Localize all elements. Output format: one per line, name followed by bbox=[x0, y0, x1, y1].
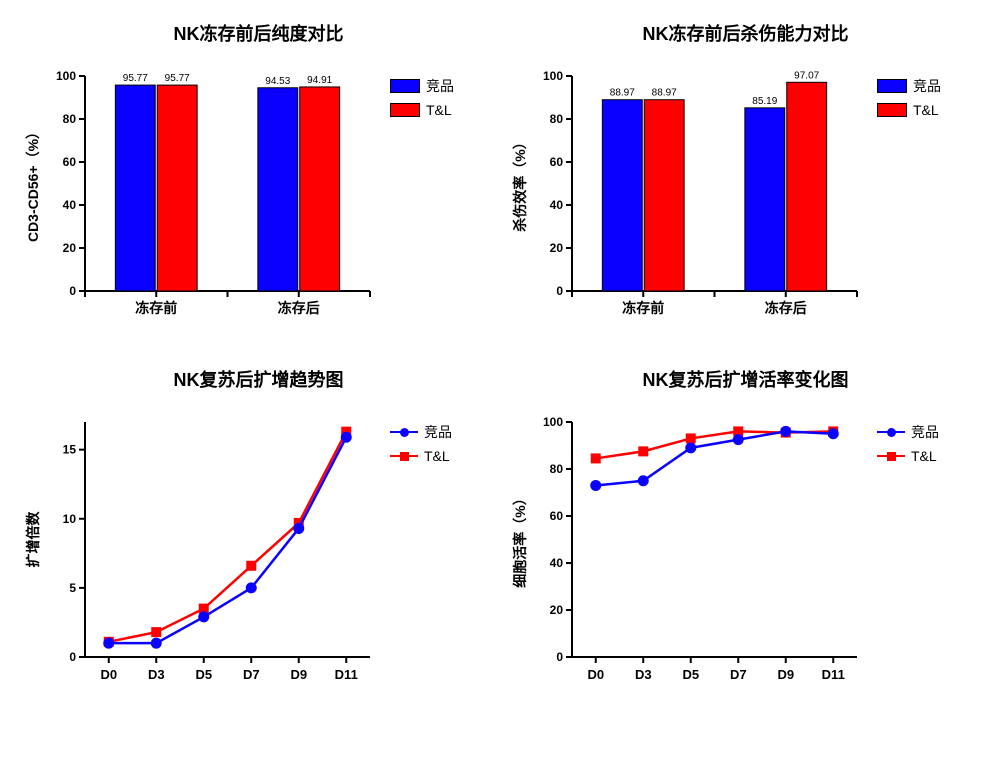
legend-label-s1: 竞品 bbox=[424, 422, 452, 442]
legend-label-s2: T&L bbox=[426, 102, 452, 118]
legend-marker-s2 bbox=[390, 449, 418, 463]
svg-text:20: 20 bbox=[550, 603, 564, 617]
chart4-legend: 竞品 T&L bbox=[877, 422, 939, 470]
svg-text:10: 10 bbox=[63, 512, 77, 526]
svg-text:80: 80 bbox=[550, 112, 564, 126]
svg-text:D5: D5 bbox=[682, 667, 699, 682]
svg-text:冻存后: 冻存后 bbox=[765, 300, 807, 316]
svg-text:5: 5 bbox=[69, 581, 76, 595]
svg-text:60: 60 bbox=[550, 509, 564, 523]
legend-label-s2: T&L bbox=[913, 102, 939, 118]
legend-item-s1: 竞品 bbox=[390, 422, 452, 442]
chart4-title: NK复苏后扩增活率变化图 bbox=[507, 366, 984, 392]
panel-chart4: NK复苏后扩增活率变化图 0 20 40 60 80 100 细胞活率（%） D0 D3 D5 D7… bbox=[507, 366, 984, 702]
chart2-svg: 0 20 40 60 80 100 杀伤效率（%） 88.97 88.97 冻存前 85.19 97.… bbox=[507, 56, 867, 336]
legend-label-s1: 竞品 bbox=[911, 422, 939, 442]
svg-text:冻存后: 冻存后 bbox=[278, 300, 320, 316]
legend-marker-s2 bbox=[877, 449, 905, 463]
svg-text:94.53: 94.53 bbox=[265, 76, 290, 87]
legend-item-s2: T&L bbox=[390, 102, 454, 118]
legend-item-s2: T&L bbox=[877, 448, 939, 464]
legend-label-s2: T&L bbox=[424, 448, 450, 464]
chart2-title: NK冻存前后杀伤能力对比 bbox=[507, 20, 984, 46]
svg-text:冻存前: 冻存前 bbox=[622, 300, 664, 316]
svg-text:冻存前: 冻存前 bbox=[135, 300, 177, 316]
legend-marker-s1 bbox=[877, 425, 905, 439]
legend-item-s1: 竞品 bbox=[877, 422, 939, 442]
chart1-legend: 竞品 T&L bbox=[390, 76, 454, 124]
svg-text:60: 60 bbox=[63, 155, 77, 169]
chart4-svg: 0 20 40 60 80 100 细胞活率（%） D0 D3 D5 D7 D9 D11 bbox=[507, 402, 867, 702]
panel-chart3: NK复苏后扩增趋势图 051015扩增倍数D0D3D5D7D9D11 竞品 T bbox=[20, 366, 497, 702]
svg-text:0: 0 bbox=[556, 650, 563, 664]
legend-swatch-s2 bbox=[390, 103, 420, 117]
legend-item-s2: T&L bbox=[877, 102, 941, 118]
svg-text:15: 15 bbox=[63, 443, 77, 457]
svg-text:88.97: 88.97 bbox=[610, 88, 635, 99]
svg-text:D9: D9 bbox=[777, 667, 794, 682]
svg-text:100: 100 bbox=[543, 69, 563, 83]
legend-label-s1: 竞品 bbox=[913, 76, 941, 96]
legend-swatch-s1 bbox=[877, 79, 907, 93]
chart2-legend: 竞品 T&L bbox=[877, 76, 941, 124]
legend-swatch-s1 bbox=[390, 79, 420, 93]
svg-text:D11: D11 bbox=[335, 667, 358, 682]
chart1-title: NK冻存前后纯度对比 bbox=[20, 20, 497, 46]
chart1-svg: 0 20 40 60 80 100 CD3-CD56+（%） 95.77 95.77 冻存前 94.… bbox=[20, 56, 380, 336]
svg-text:40: 40 bbox=[550, 556, 564, 570]
svg-text:95.77: 95.77 bbox=[123, 73, 148, 84]
svg-text:D5: D5 bbox=[195, 667, 212, 682]
svg-text:细胞活率（%）: 细胞活率（%） bbox=[512, 491, 528, 587]
svg-text:85.19: 85.19 bbox=[752, 96, 777, 107]
chart3-title: NK复苏后扩增趋势图 bbox=[20, 366, 497, 392]
svg-text:60: 60 bbox=[550, 155, 564, 169]
svg-text:100: 100 bbox=[543, 415, 563, 429]
svg-text:95.77: 95.77 bbox=[165, 73, 190, 84]
svg-text:97.07: 97.07 bbox=[794, 70, 819, 81]
svg-text:0: 0 bbox=[556, 284, 563, 298]
svg-text:扩增倍数: 扩增倍数 bbox=[25, 511, 41, 568]
legend-item-s1: 竞品 bbox=[877, 76, 941, 96]
svg-text:CD3-CD56+（%）: CD3-CD56+（%） bbox=[25, 125, 41, 242]
svg-text:40: 40 bbox=[63, 198, 77, 212]
svg-text:杀伤效率（%）: 杀伤效率（%） bbox=[512, 135, 528, 231]
legend-label-s2: T&L bbox=[911, 448, 937, 464]
legend-item-s1: 竞品 bbox=[390, 76, 454, 96]
svg-text:D3: D3 bbox=[635, 667, 652, 682]
svg-text:94.91: 94.91 bbox=[307, 75, 332, 86]
svg-text:D0: D0 bbox=[587, 667, 604, 682]
svg-text:80: 80 bbox=[550, 462, 564, 476]
svg-text:D9: D9 bbox=[290, 667, 307, 682]
svg-text:D7: D7 bbox=[730, 667, 747, 682]
svg-text:40: 40 bbox=[550, 198, 564, 212]
svg-text:88.97: 88.97 bbox=[652, 88, 677, 99]
legend-marker-s1 bbox=[390, 425, 418, 439]
legend-swatch-s2 bbox=[877, 103, 907, 117]
svg-text:D11: D11 bbox=[822, 667, 845, 682]
chart3-svg: 0 5 10 15 扩增倍数 D0 D3 D5 D7 D9 D11 bbox=[20, 402, 380, 702]
chart-grid: NK冻存前后纯度对比 020406080100CD3-CD56+（%）95.77… bbox=[20, 20, 984, 702]
legend-item-s2: T&L bbox=[390, 448, 452, 464]
panel-chart1: NK冻存前后纯度对比 0 20 40 60 80 100 CD3-CD56+（%） 95.77… bbox=[20, 20, 497, 336]
svg-text:D3: D3 bbox=[148, 667, 165, 682]
svg-text:20: 20 bbox=[63, 241, 77, 255]
svg-text:80: 80 bbox=[63, 112, 77, 126]
svg-text:D7: D7 bbox=[243, 667, 260, 682]
svg-text:0: 0 bbox=[69, 284, 76, 298]
svg-text:100: 100 bbox=[56, 69, 76, 83]
panel-chart2: NK冻存前后杀伤能力对比 0 20 40 60 80 100 杀伤效率（%） 88.97 88.… bbox=[507, 20, 984, 336]
chart3-legend: 竞品 T&L bbox=[390, 422, 452, 470]
legend-label-s1: 竞品 bbox=[426, 76, 454, 96]
svg-text:0: 0 bbox=[69, 650, 76, 664]
svg-text:D0: D0 bbox=[100, 667, 117, 682]
svg-text:20: 20 bbox=[550, 241, 564, 255]
